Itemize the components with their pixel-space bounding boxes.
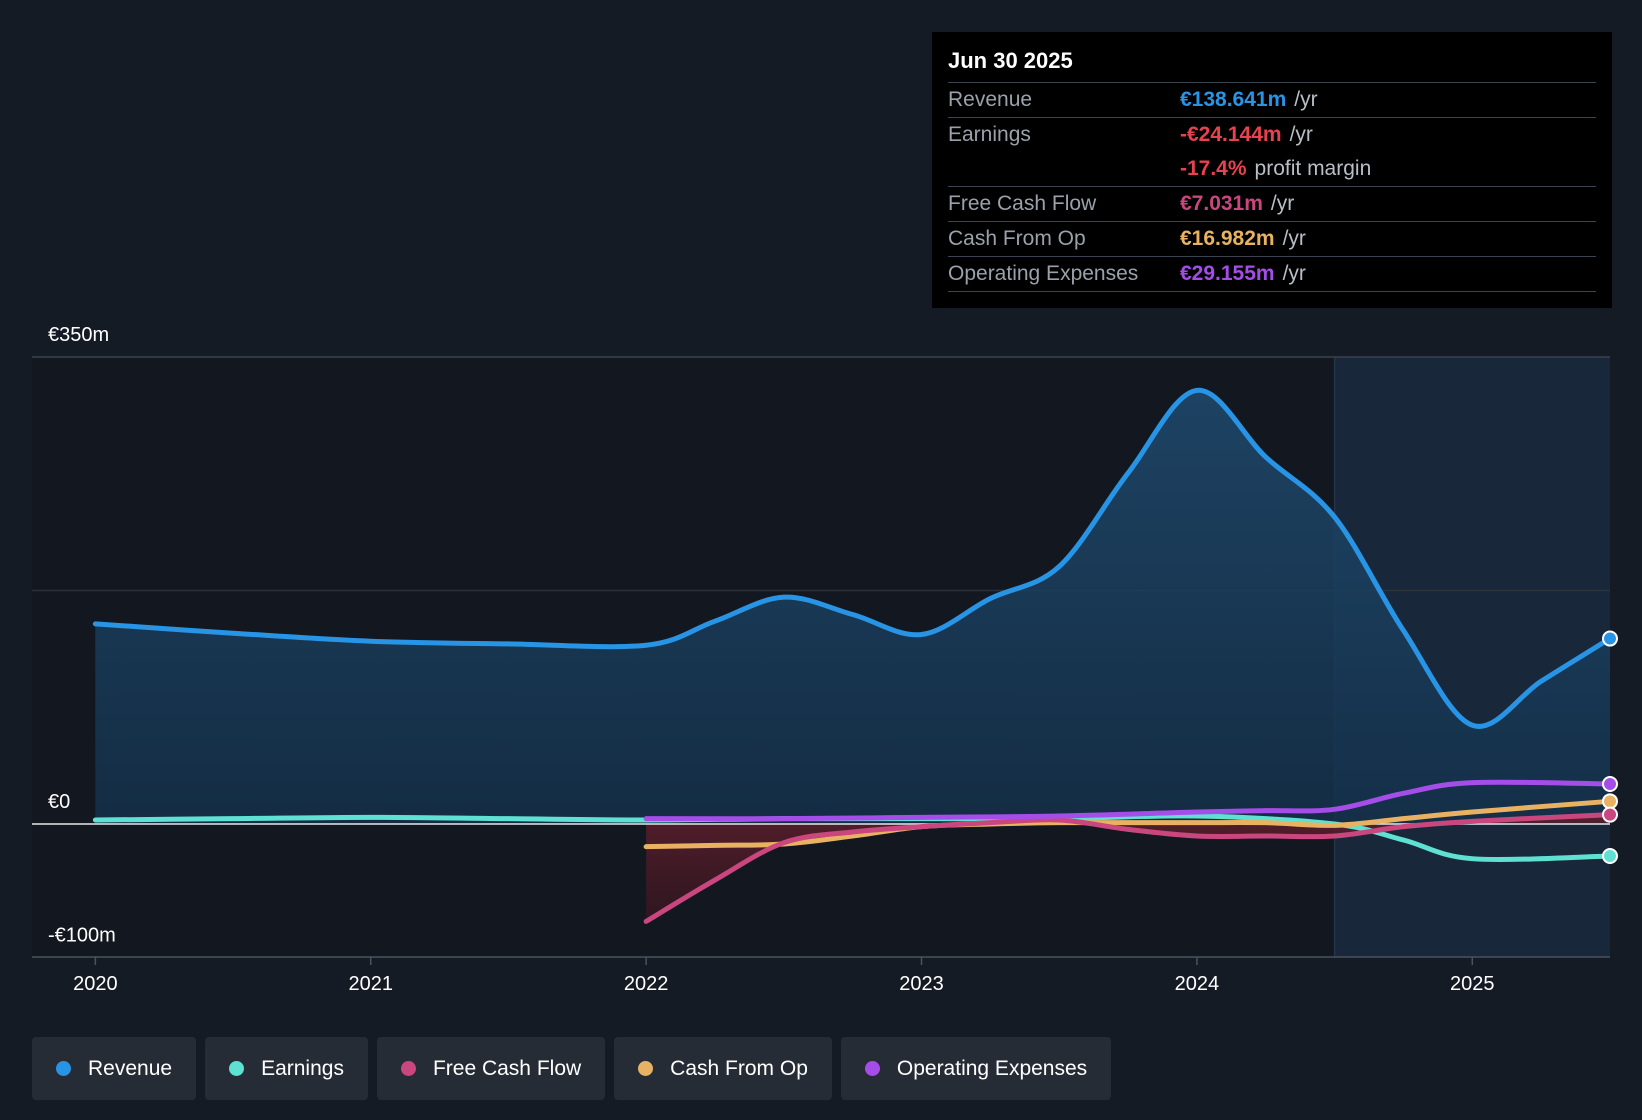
y-tick-label: -€100m bbox=[48, 924, 116, 946]
tooltip-value: €7.031m bbox=[1180, 192, 1263, 215]
free-cash-flow-area bbox=[646, 814, 1610, 922]
legend-item-revenue[interactable]: Revenue bbox=[32, 1037, 197, 1100]
tooltip-unit: /yr bbox=[1282, 227, 1306, 250]
legend-label: Cash From Op bbox=[670, 1056, 808, 1080]
x-tick-label: 2022 bbox=[624, 973, 669, 995]
tooltip-label: Revenue bbox=[948, 88, 1033, 111]
legend-dot-icon bbox=[229, 1061, 245, 1076]
tooltip-row-free-cash-flow: Free Cash Flow €7.031m /yr bbox=[948, 186, 1596, 221]
tooltip-label: Free Cash Flow bbox=[948, 192, 1097, 215]
legend-dot-icon bbox=[400, 1061, 416, 1076]
legend-item-cash-from-op[interactable]: Cash From Op bbox=[614, 1037, 832, 1100]
tooltip-label: Cash From Op bbox=[948, 227, 1086, 250]
tooltip-row-earnings: Earnings -€24.144m /yr bbox=[948, 117, 1596, 152]
legend: Revenue Earnings Free Cash Flow Cash Fro… bbox=[32, 1037, 1112, 1100]
cash-from-op-end-marker bbox=[1602, 793, 1618, 810]
tooltip-row-revenue: Revenue €138.641m /yr bbox=[948, 82, 1596, 117]
tooltip-row-profit-margin: -17.4% profit margin bbox=[948, 152, 1596, 186]
legend-item-earnings[interactable]: Earnings bbox=[205, 1037, 368, 1100]
legend-item-operating-expenses[interactable]: Operating Expenses bbox=[840, 1037, 1112, 1100]
legend-item-free-cash-flow[interactable]: Free Cash Flow bbox=[376, 1037, 606, 1100]
legend-dot-icon bbox=[638, 1061, 654, 1076]
x-tick-label: 2025 bbox=[1450, 973, 1495, 995]
revenue-line bbox=[92, 387, 1613, 729]
y-tick-label: €0 bbox=[48, 791, 70, 813]
cash-from-op-line bbox=[643, 798, 1613, 850]
operating-expenses-line bbox=[643, 779, 1613, 822]
tooltip-unit: /yr bbox=[1294, 88, 1318, 111]
tooltip-value: €29.155m bbox=[1180, 262, 1275, 285]
legend-dot-icon bbox=[56, 1061, 71, 1076]
tooltip-unit: /yr bbox=[1282, 262, 1306, 285]
x-tick-label: 2024 bbox=[1175, 973, 1220, 995]
tooltip-date: Jun 30 2025 bbox=[948, 48, 1073, 73]
revenue-area bbox=[95, 390, 1610, 824]
legend-label: Earnings bbox=[261, 1056, 344, 1080]
tooltip-value: -€24.144m bbox=[1180, 123, 1282, 146]
tooltip-divider bbox=[948, 291, 1596, 292]
legend-label: Free Cash Flow bbox=[432, 1056, 582, 1080]
revenue-end-marker bbox=[1602, 630, 1618, 647]
free-cash-flow-line bbox=[643, 812, 1613, 924]
tooltip-value: €16.982m bbox=[1180, 227, 1275, 250]
legend-dot-icon bbox=[864, 1061, 880, 1076]
tooltip: Jun 30 2025 Revenue €138.641m /yr Earnin… bbox=[932, 32, 1612, 308]
operating-expenses-end-marker bbox=[1602, 775, 1618, 792]
y-tick-label: €350m bbox=[48, 324, 109, 346]
legend-label: Revenue bbox=[88, 1056, 173, 1080]
earnings-end-marker bbox=[1602, 848, 1618, 865]
tooltip-unit: /yr bbox=[1289, 123, 1313, 146]
x-tick-label: 2020 bbox=[73, 973, 118, 995]
tooltip-label: Operating Expenses bbox=[948, 262, 1139, 285]
tooltip-label: Earnings bbox=[948, 123, 1031, 146]
tooltip-value: €138.641m bbox=[1180, 88, 1287, 111]
tooltip-unit: /yr bbox=[1270, 192, 1295, 215]
tooltip-unit: profit margin bbox=[1254, 157, 1372, 180]
free-cash-flow-end-marker bbox=[1602, 806, 1618, 823]
tooltip-row-cash-from-op: Cash From Op €16.982m /yr bbox=[948, 221, 1596, 256]
x-tick-label: 2023 bbox=[899, 973, 944, 995]
x-tick-label: 2021 bbox=[348, 973, 393, 995]
tooltip-value: -17.4% bbox=[1180, 157, 1247, 180]
legend-label: Operating Expenses bbox=[896, 1056, 1088, 1080]
tooltip-row-operating-expenses: Operating Expenses €29.155m /yr bbox=[948, 256, 1596, 291]
